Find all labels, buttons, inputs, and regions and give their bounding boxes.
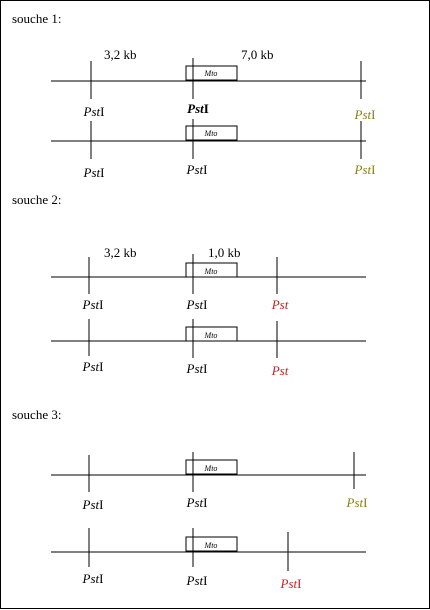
site-label: PstI <box>186 573 208 588</box>
site-name: Pst <box>187 101 204 116</box>
site-label: PstI <box>280 576 302 591</box>
site-name: Pst <box>354 162 372 177</box>
site-suffix: I <box>203 297 207 312</box>
mto-gene-box <box>185 125 238 141</box>
strain-3-molecule-1: Mto PstI PstI PstI <box>51 452 367 512</box>
site-name: Pst <box>186 361 204 376</box>
site-suffix: I <box>371 162 375 177</box>
mto-gene-box <box>185 326 238 342</box>
mto-gene-box <box>185 65 238 81</box>
site-label: Pst <box>271 363 289 378</box>
mto-gene-label: Mto <box>204 129 218 138</box>
strain-1-distance-right: 7,0 kb <box>241 47 274 62</box>
site-suffix: I <box>203 573 207 588</box>
site-name: Pst <box>186 297 204 312</box>
site-label: PstI <box>346 495 368 510</box>
site-suffix: I <box>99 497 103 512</box>
strain-2-molecule-1: Mto PstI PstI Pst <box>51 254 366 312</box>
site-label: PstI <box>186 297 208 312</box>
site-name: Pst <box>186 162 204 177</box>
site-suffix: I <box>297 576 301 591</box>
site-name: Pst <box>82 297 100 312</box>
site-suffix: I <box>203 361 207 376</box>
strain-1-molecule-2: Mto PstI PstI PstI <box>51 119 375 180</box>
site-name: Pst <box>354 107 372 122</box>
site-label: PstI <box>82 297 104 312</box>
site-name: Pst <box>280 576 298 591</box>
mto-gene-box <box>185 536 238 552</box>
site-name: Pst <box>82 497 100 512</box>
site-suffix: I <box>99 297 103 312</box>
site-suffix: I <box>100 104 104 119</box>
site-suffix: I <box>203 162 207 177</box>
site-label: PstI <box>186 495 208 510</box>
site-suffix: I <box>99 571 103 586</box>
strain-2-distance-right: 1,0 kb <box>208 245 241 260</box>
strain-2-molecule-2: Mto PstI PstI Pst <box>51 319 366 378</box>
mto-gene-box <box>185 262 238 278</box>
mto-gene-box <box>185 459 238 475</box>
site-label: PstI <box>187 101 209 116</box>
site-name: Pst <box>186 495 204 510</box>
site-name: Pst <box>186 573 204 588</box>
site-name: Pst <box>271 297 289 312</box>
site-label: PstI <box>82 359 104 374</box>
site-label: PstI <box>186 361 208 376</box>
mto-gene-label: Mto <box>204 541 218 550</box>
strain-2-distance-left: 3,2 kb <box>104 245 137 260</box>
site-name: Pst <box>83 165 101 180</box>
strain-1: souche 1: 3,2 kb 7,0 kb Mto PstI PstI Ps… <box>12 11 375 180</box>
site-suffix: I <box>99 359 103 374</box>
site-label: PstI <box>82 497 104 512</box>
strain-1-molecule-1: Mto PstI PstI PstI <box>51 58 375 122</box>
mto-gene-label: Mto <box>204 331 218 340</box>
mto-gene-label: Mto <box>204 267 218 276</box>
site-name: Pst <box>83 104 101 119</box>
strain-3-title: souche 3: <box>12 407 61 422</box>
site-name: Pst <box>82 359 100 374</box>
site-label: PstI <box>186 162 208 177</box>
site-name: Pst <box>82 571 100 586</box>
site-suffix: I <box>204 101 209 116</box>
site-suffix: I <box>363 495 367 510</box>
site-label: PstI <box>354 162 376 177</box>
strain-2: souche 2: 3,2 kb 1,0 kb Mto PstI PstI Ps… <box>12 192 366 378</box>
site-label: PstI <box>354 107 376 122</box>
site-name: Pst <box>271 363 289 378</box>
strain-3-molecule-2: Mto PstI PstI PstI <box>51 528 366 591</box>
site-suffix: I <box>371 107 375 122</box>
strain-1-title: souche 1: <box>12 11 61 26</box>
site-suffix: I <box>100 165 104 180</box>
site-label: PstI <box>82 571 104 586</box>
strain-1-distance-left: 3,2 kb <box>104 47 137 62</box>
strain-3: souche 3: Mto PstI PstI PstI Mto <box>12 407 367 591</box>
site-label: Pst <box>271 297 289 312</box>
site-name: Pst <box>346 495 364 510</box>
strain-2-title: souche 2: <box>12 192 61 207</box>
mto-gene-label: Mto <box>204 464 218 473</box>
mto-gene-label: Mto <box>204 69 218 78</box>
site-label: PstI <box>83 165 105 180</box>
site-label: PstI <box>83 104 105 119</box>
site-suffix: I <box>203 495 207 510</box>
